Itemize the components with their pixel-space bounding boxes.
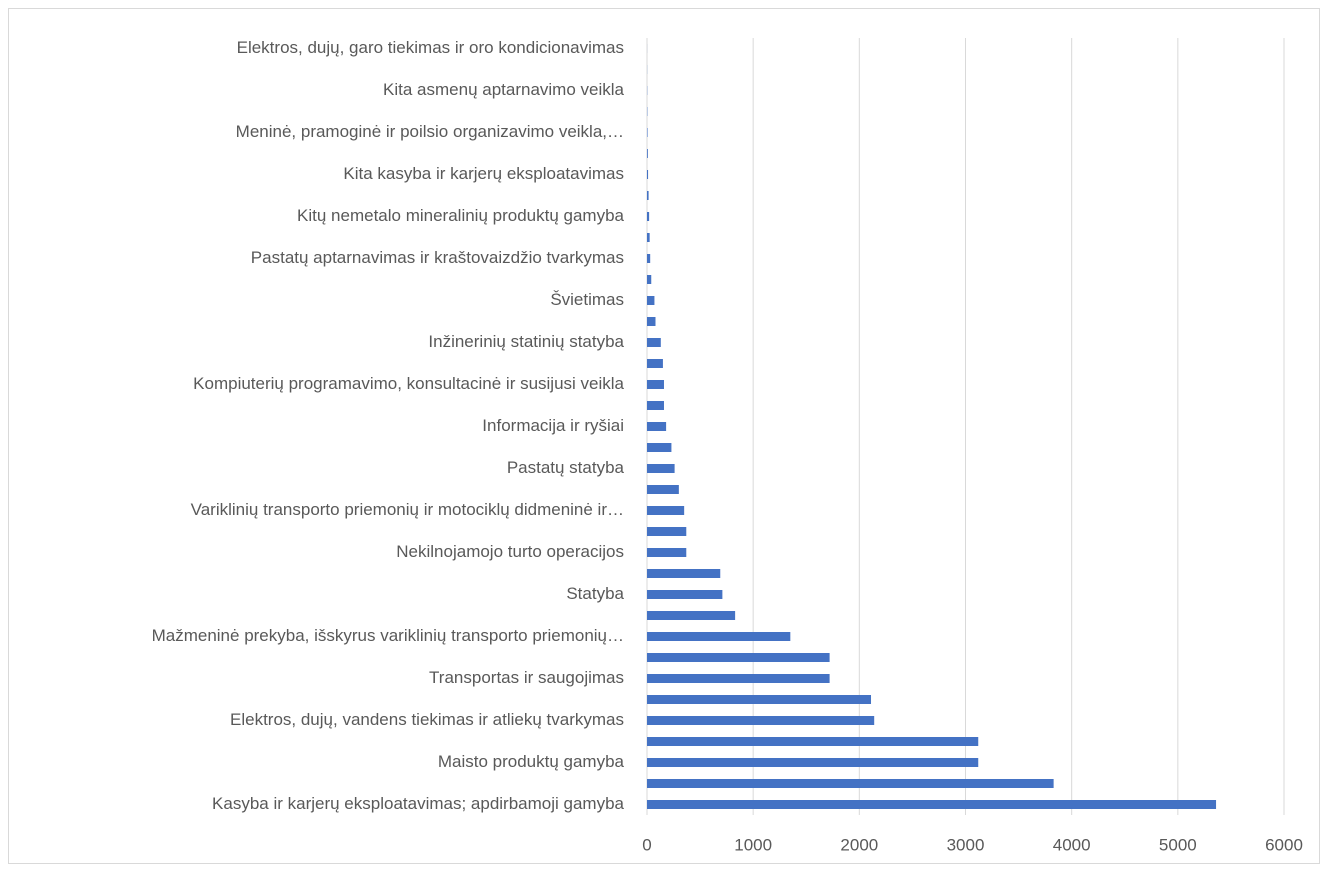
bar bbox=[647, 338, 661, 347]
bar bbox=[647, 716, 875, 725]
bar bbox=[647, 212, 650, 221]
bar bbox=[647, 506, 685, 515]
y-tick-label: Transportas ir saugojimas bbox=[429, 668, 624, 687]
bar bbox=[647, 800, 1217, 809]
bar bbox=[647, 233, 650, 242]
bar bbox=[647, 359, 663, 368]
bar bbox=[647, 527, 687, 536]
y-tick-label: Variklinių transporto priemonių ir motoc… bbox=[191, 500, 624, 519]
bar bbox=[647, 779, 1054, 788]
y-tick-label: Kasyba ir karjerų eksploatavimas; apdirb… bbox=[212, 794, 625, 813]
x-tick-label: 2000 bbox=[840, 835, 878, 854]
y-tick-label: Pastatų statyba bbox=[507, 458, 625, 477]
chart-border bbox=[8, 8, 1320, 864]
y-tick-label: Kita asmenų aptarnavimo veikla bbox=[383, 80, 625, 99]
x-tick-label: 3000 bbox=[947, 835, 985, 854]
bar bbox=[647, 380, 664, 389]
x-tick-label: 0 bbox=[642, 835, 651, 854]
y-tick-label: Kitų nemetalo mineralinių produktų gamyb… bbox=[297, 206, 625, 225]
bar bbox=[647, 548, 687, 557]
bar bbox=[647, 758, 979, 767]
y-tick-label: Elektros, dujų, garo tiekimas ir oro kon… bbox=[237, 38, 624, 57]
bar bbox=[647, 590, 723, 599]
y-tick-label: Kompiuterių programavimo, konsultacinė i… bbox=[193, 374, 624, 393]
y-tick-label: Švietimas bbox=[550, 290, 624, 309]
bar bbox=[647, 674, 830, 683]
bar bbox=[647, 296, 655, 305]
y-tick-label: Nekilnojamojo turto operacijos bbox=[396, 542, 624, 561]
bar bbox=[647, 653, 830, 662]
y-tick-label: Elektros, dujų, vandens tiekimas ir atli… bbox=[230, 710, 624, 729]
bar bbox=[647, 485, 679, 494]
bar bbox=[647, 128, 648, 137]
bar bbox=[647, 275, 652, 284]
bar bbox=[647, 611, 736, 620]
bar bbox=[647, 695, 872, 704]
y-tick-label: Pastatų aptarnavimas ir kraštovaizdžio t… bbox=[251, 248, 624, 267]
bar bbox=[647, 401, 664, 410]
bar bbox=[647, 317, 656, 326]
bar bbox=[647, 464, 675, 473]
bar bbox=[647, 737, 979, 746]
bar bbox=[647, 254, 651, 263]
y-tick-label: Statyba bbox=[566, 584, 624, 603]
y-tick-label: Informacija ir ryšiai bbox=[482, 416, 624, 435]
y-tick-label: Inžinerinių statinių statyba bbox=[428, 332, 624, 351]
x-tick-label: 1000 bbox=[734, 835, 772, 854]
y-tick-label: Kita kasyba ir karjerų eksploatavimas bbox=[343, 164, 624, 183]
bar bbox=[647, 191, 649, 200]
x-tick-label: 6000 bbox=[1265, 835, 1303, 854]
bar bbox=[647, 569, 721, 578]
y-tick-label: Mažmeninė prekyba, išskyrus variklinių t… bbox=[152, 626, 624, 645]
x-tick-label: 5000 bbox=[1159, 835, 1197, 854]
bar bbox=[647, 170, 649, 179]
bar bbox=[647, 443, 672, 452]
x-tick-label: 4000 bbox=[1053, 835, 1091, 854]
bar bbox=[647, 632, 791, 641]
bar bbox=[647, 422, 667, 431]
bar bbox=[647, 149, 648, 158]
y-tick-label: Maisto produktų gamyba bbox=[438, 752, 625, 771]
y-tick-label: Meninė, pramoginė ir poilsio organizavim… bbox=[236, 122, 624, 141]
